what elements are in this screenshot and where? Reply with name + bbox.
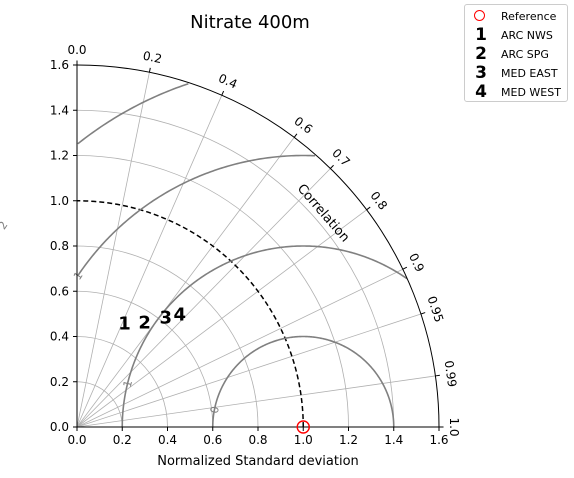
x-tick-label: 0.4 [158, 433, 177, 447]
correlation-grid-line [76, 168, 331, 428]
rms-contour [211, 335, 395, 427]
correlation-tick-label: 1.0 [447, 417, 461, 436]
rms-contour [77, 154, 316, 276]
x-tick-label: 0.2 [113, 433, 132, 447]
x-tick-label: 1.2 [339, 433, 358, 447]
rms-contour-label: 0 [208, 405, 222, 414]
std-grid-arc [76, 381, 123, 428]
reference-std-arc [76, 200, 304, 428]
legend-label: ARC SPG [501, 48, 549, 61]
correlation-tick-label: 0.0 [67, 43, 86, 57]
correlation-tick-label: 0.6 [291, 114, 315, 137]
correlation-tick [221, 90, 225, 96]
legend-label: MED EAST [501, 67, 558, 80]
correlation-grid-line [76, 72, 150, 428]
x-tick-label: 0.6 [203, 433, 222, 447]
legend: Reference 1 ARC NWS 2 ARC SPG 3 MED EAST… [464, 4, 568, 102]
reference-circle-icon [474, 10, 485, 21]
rms-contour [121, 245, 408, 428]
rms-contour-label: 2 [0, 219, 11, 232]
std-grid-arc [76, 290, 214, 428]
correlation-grid-line [76, 95, 223, 428]
rms-contour [77, 82, 189, 145]
correlation-grid-line [76, 268, 403, 428]
legend-marker: 3 [475, 63, 487, 83]
y-tick-label: 1.4 [50, 103, 69, 117]
y-tick-label: 0.6 [50, 284, 69, 298]
std-grid-arc [76, 155, 349, 428]
correlation-tick [148, 67, 151, 73]
std-grid-arc [76, 109, 395, 428]
x-axis-label: Normalized Standard deviation [157, 454, 359, 469]
correlation-grid-line [76, 375, 436, 428]
std-grid-arc [76, 245, 259, 428]
correlation-tick-label: 0.2 [142, 49, 164, 67]
correlation-tick-label: 0.99 [442, 360, 460, 388]
legend-item: 2 ARC SPG [465, 45, 567, 64]
legend-item: 4 MED WEST [465, 83, 567, 102]
correlation-axis-arc [76, 64, 440, 428]
x-tick-label: 1.4 [384, 433, 403, 447]
data-point-marker: 3 [160, 307, 173, 328]
legend-item-reference: Reference [465, 7, 567, 26]
correlation-tick-label: 0.8 [367, 189, 390, 213]
correlation-tick-label: 0.9 [406, 251, 427, 274]
legend-marker: 4 [475, 82, 487, 102]
x-tick-label: 1.0 [294, 433, 313, 447]
correlation-grid-line [76, 313, 422, 428]
correlation-tick [435, 374, 440, 377]
x-tick-label: 1.6 [429, 433, 448, 447]
correlation-tick-label: 0.4 [216, 71, 239, 91]
legend-marker: 2 [475, 44, 487, 64]
legend-label: MED WEST [501, 86, 561, 99]
x-tick-label: 0.0 [67, 433, 86, 447]
correlation-tick [402, 266, 408, 270]
y-tick-label: 1.0 [50, 194, 69, 208]
y-tick-label: 1.2 [50, 149, 69, 163]
data-point-marker: 2 [138, 313, 151, 334]
y-tick-label: 0.0 [50, 420, 69, 434]
rms-contour-label: 1 [71, 269, 86, 282]
data-point-marker: 1 [118, 313, 131, 334]
reference-point [296, 420, 310, 434]
correlation-tick [420, 312, 426, 315]
correlation-tick [293, 133, 298, 138]
correlation-tick [330, 164, 334, 169]
y-tick-label: 0.2 [50, 375, 69, 389]
y-tick-label: 1.6 [50, 58, 69, 72]
x-tick-label: 0.8 [248, 433, 267, 447]
legend-item: 3 MED EAST [465, 64, 567, 83]
y-tick-label: 0.8 [50, 239, 69, 253]
correlation-tick-label: 0.95 [425, 294, 447, 324]
legend-label: ARC NWS [501, 29, 553, 42]
legend-item: 1 ARC NWS [465, 26, 567, 45]
rms-contour-label: 1 [121, 379, 135, 389]
correlation-axis-label: Correlation [294, 181, 352, 245]
correlation-tick [366, 206, 371, 211]
legend-label: Reference [501, 10, 557, 23]
legend-marker: 1 [475, 25, 487, 45]
chart-title: Nitrate 400m [190, 12, 310, 33]
y-tick-label: 0.4 [50, 330, 69, 344]
correlation-grid-line [76, 137, 295, 428]
data-point-marker: 4 [174, 305, 187, 326]
